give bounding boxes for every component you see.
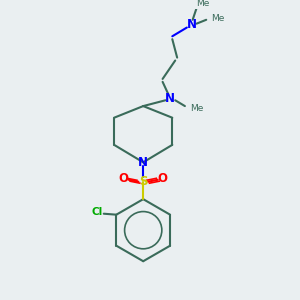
Text: Me: Me [211, 14, 224, 23]
Text: O: O [119, 172, 129, 185]
Text: N: N [138, 156, 148, 169]
Text: N: N [187, 18, 197, 31]
Text: Me: Me [196, 0, 210, 8]
Text: S: S [139, 175, 148, 188]
Text: Cl: Cl [91, 207, 103, 217]
Text: O: O [158, 172, 168, 185]
Text: N: N [165, 92, 176, 105]
Text: Me: Me [190, 103, 203, 112]
